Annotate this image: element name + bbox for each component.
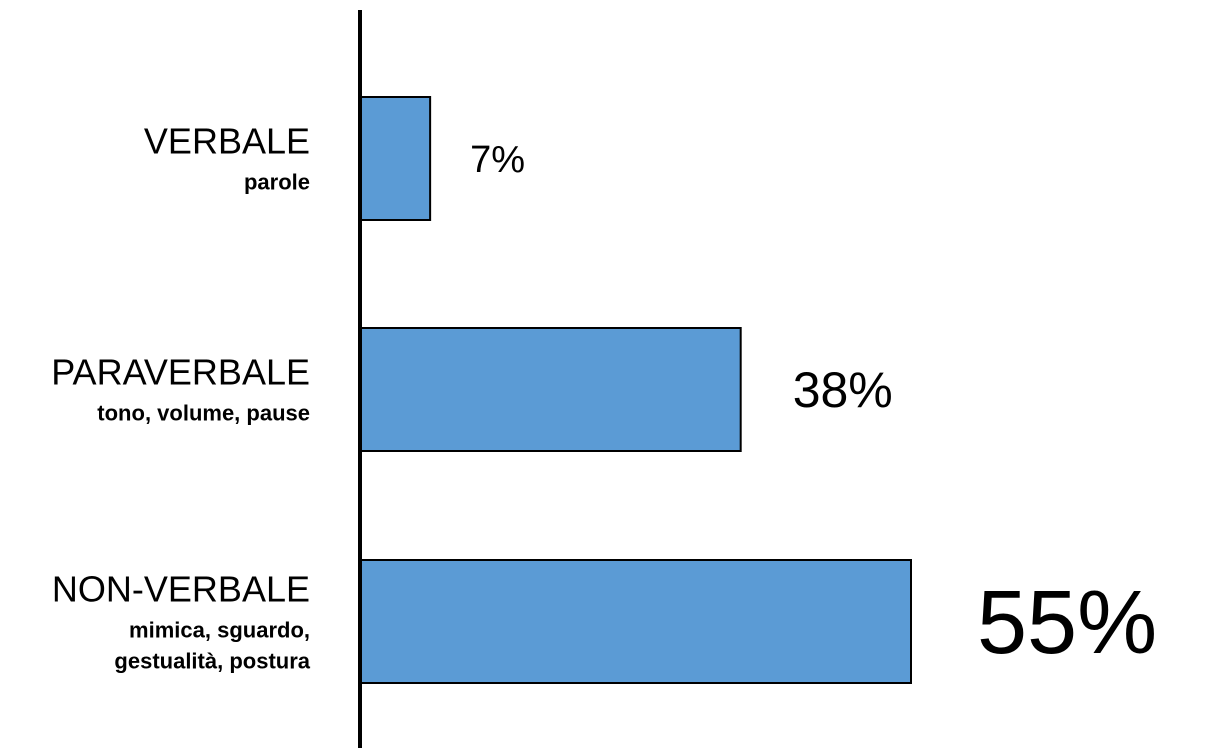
category-sublabel: tono, volume, pause (97, 401, 310, 426)
bar-non-verbale (359, 559, 912, 684)
category-label: VERBALE (144, 121, 310, 162)
labels-layer: 7% VERBALE parole 38% PARAVERBALE tono, volum… (51, 121, 1157, 674)
category-sublabel: parole (244, 170, 310, 195)
bar-paraverbale (359, 327, 742, 452)
value-label: 55% (977, 573, 1157, 673)
category-sublabel: gestualità, postura (114, 649, 310, 674)
category-sublabel: mimica, sguardo, (129, 618, 310, 643)
bar-verbale (359, 96, 432, 221)
category-label: NON-VERBALE (52, 569, 310, 610)
value-label: 38% (793, 362, 893, 418)
bars-layer (359, 96, 912, 684)
category-label: PARAVERBALE (51, 352, 310, 393)
value-label: 7% (470, 139, 525, 181)
